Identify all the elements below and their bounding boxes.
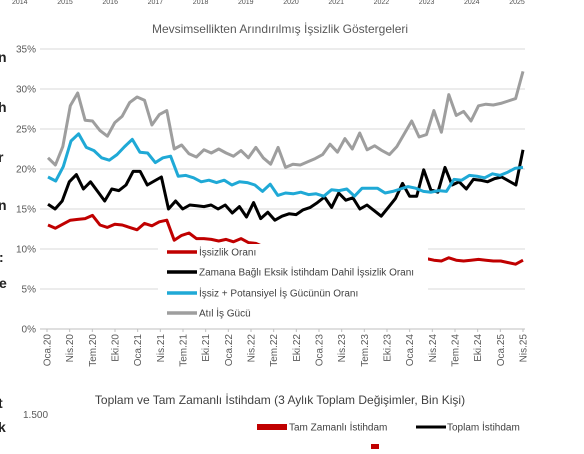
series-lines bbox=[46, 71, 525, 266]
legend-label: Zamana Bağlı Eksik İstihdam Dahil İşsizl… bbox=[199, 266, 414, 279]
top-year-label: 2015 bbox=[57, 0, 73, 6]
chart2-title: Toplam ve Tam Zamanlı İstihdam (3 Aylık … bbox=[95, 393, 465, 407]
edge-text-fragment: n bbox=[0, 197, 7, 213]
top-year-label: 2024 bbox=[464, 0, 480, 6]
chart2-bar-fragment bbox=[371, 444, 379, 449]
x-tick-label: Tem.24 bbox=[451, 334, 462, 367]
y-tick-label: 15% bbox=[16, 205, 36, 216]
chart-title: Mevsimsellikten Arındırılmış İşsizlik Gö… bbox=[152, 22, 408, 36]
x-tick-label: Eki.23 bbox=[383, 334, 394, 362]
chart2-legend: Tam Zamanlı İstihdam Toplam İstihdam bbox=[257, 421, 520, 434]
y-tick-label: 30% bbox=[16, 85, 36, 96]
y-tick-label: 10% bbox=[16, 245, 36, 256]
top-year-label: 2022 bbox=[374, 0, 390, 6]
x-tick-label: Tem.20 bbox=[88, 334, 99, 367]
edge-text-fragment: e bbox=[0, 275, 7, 291]
x-tick-label: Eki.22 bbox=[292, 334, 303, 362]
legend: İşsizlik Oranı Zamana Bağlı Eksik İstihda… bbox=[158, 244, 428, 324]
x-tick-label: Oca.22 bbox=[224, 334, 235, 367]
chart2-legend-label: Toplam İstihdam bbox=[447, 421, 520, 434]
top-year-label: 2023 bbox=[419, 0, 435, 6]
legend-label: İşsiz + Potansiyel İş Gücünün Oranı bbox=[199, 287, 358, 300]
top-year-label: 2014 bbox=[12, 0, 28, 6]
top-year-label: 2020 bbox=[283, 0, 299, 6]
edge-text-fragment: h bbox=[0, 99, 7, 115]
y-tick-label: 35% bbox=[16, 45, 36, 56]
x-tick-label: Oca.21 bbox=[133, 334, 144, 367]
top-year-label: 2018 bbox=[193, 0, 209, 6]
x-axis-tick-labels: Oca.20 Nis.20 Tem.20 Eki.20 Oca.21 Nis.21 Tem.… bbox=[43, 329, 530, 367]
x-tick-label: Nis.24 bbox=[428, 334, 439, 363]
x-tick-label: Nis.21 bbox=[156, 334, 167, 363]
top-year-label: 2025 bbox=[509, 0, 525, 6]
x-tick-label: Eki.21 bbox=[201, 334, 212, 362]
employment-chart: Toplam ve Tam Zamanlı İstihdam (3 Aylık … bbox=[23, 393, 520, 449]
legend-label: İşsizlik Oranı bbox=[199, 246, 256, 259]
edge-text-fragment: r bbox=[0, 149, 4, 165]
series-line bbox=[47, 149, 525, 222]
legend-label: Atıl İş Gücü bbox=[199, 307, 251, 320]
legend-background bbox=[158, 244, 428, 324]
x-tick-label: Nis.20 bbox=[65, 334, 76, 363]
edge-text-fragment: k bbox=[0, 419, 6, 435]
x-tick-label: Nis.25 bbox=[519, 334, 530, 363]
edge-text-fragment: n bbox=[0, 49, 7, 65]
chart2-legend-label: Tam Zamanlı İstihdam bbox=[289, 421, 387, 434]
top-year-label: 2019 bbox=[238, 0, 254, 6]
x-tick-label: Tem.21 bbox=[179, 334, 190, 367]
series-line bbox=[47, 132, 524, 198]
x-tick-label: Tem.23 bbox=[360, 334, 371, 367]
top-year-label: 2017 bbox=[148, 0, 164, 6]
x-tick-label: Tem.22 bbox=[269, 334, 280, 367]
y-axis-tick-labels: 0% 5% 10% 15% 20% 25% 30% 35% bbox=[16, 45, 36, 336]
top-year-label: 2016 bbox=[102, 0, 118, 6]
x-tick-label: Oca.24 bbox=[405, 334, 416, 367]
x-tick-label: Oca.25 bbox=[496, 334, 507, 367]
y-tick-label: 5% bbox=[22, 285, 37, 296]
x-tick-label: Oca.23 bbox=[315, 334, 326, 367]
top-year-label: 2021 bbox=[328, 0, 344, 6]
top-strip-year-labels: 2014 2015 2016 2017 2018 2019 2020 2021 2022 2023… bbox=[12, 0, 525, 6]
edge-text-fragment: t bbox=[0, 395, 3, 411]
edge-text-fragment: : bbox=[0, 249, 4, 265]
left-edge-fragments: n h r n: e tk bbox=[0, 49, 7, 435]
x-tick-label: Eki.24 bbox=[473, 334, 484, 362]
x-tick-label: Oca.20 bbox=[43, 334, 54, 367]
unemployment-indicators-chart: Mevsimsellikten Arındırılmış İşsizlik Gö… bbox=[16, 22, 530, 367]
x-tick-label: Nis.22 bbox=[247, 334, 258, 363]
chart2-y-tick-label: 1.500 bbox=[23, 410, 48, 421]
y-tick-label: 0% bbox=[22, 325, 37, 336]
series-line bbox=[46, 71, 525, 169]
x-tick-label: Eki.20 bbox=[111, 334, 122, 362]
y-tick-label: 25% bbox=[16, 125, 36, 136]
y-tick-label: 20% bbox=[16, 165, 36, 176]
x-tick-label: Nis.23 bbox=[337, 334, 348, 363]
